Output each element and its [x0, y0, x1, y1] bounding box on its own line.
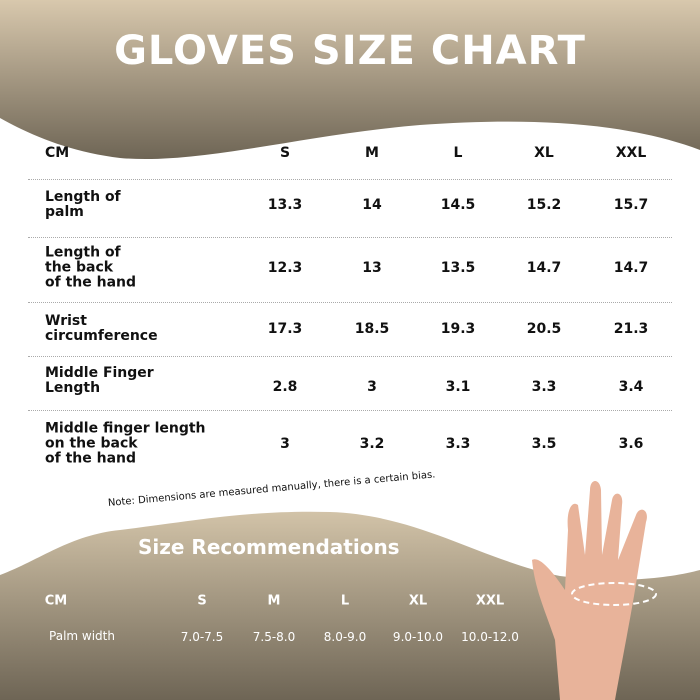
row-label: Middle finger length on the back of the ha…: [45, 420, 206, 467]
rec-column-header: S: [197, 593, 207, 609]
table-cell: 20.5: [526, 321, 562, 337]
table-cell: 15.7: [613, 197, 649, 213]
table-cell: 3.5: [531, 436, 557, 452]
table-cell: 3.1: [445, 379, 471, 395]
row-label: Length of the back of the hand: [45, 244, 137, 291]
table-cell: 12.3: [267, 260, 303, 276]
table-cell: 15.2: [526, 197, 562, 213]
row-divider: [28, 179, 672, 180]
row-divider: [28, 302, 672, 303]
table-cell: 3.6: [618, 436, 644, 452]
row-label: Length of palm: [45, 189, 121, 220]
rec-column-header: M: [267, 593, 281, 609]
row-label: Middle Finger Length: [45, 365, 154, 396]
table-cell: 3.2: [359, 436, 385, 452]
header-band: [0, 0, 700, 160]
table-cell: 2.8: [272, 379, 298, 395]
rec-row-label: Palm width: [49, 629, 115, 643]
table-cell: 13.5: [440, 260, 476, 276]
table-cell: 21.3: [613, 321, 649, 337]
rec-cell: 10.0-12.0: [461, 630, 519, 644]
table-cell: 3.3: [531, 379, 557, 395]
table-cell: 14.7: [526, 260, 562, 276]
column-header: XXL: [615, 145, 647, 161]
rec-cell: 9.0-10.0: [392, 630, 444, 644]
rec-cell: 7.0-7.5: [180, 630, 224, 644]
palm-width-marker: [571, 582, 657, 606]
row-divider: [28, 237, 672, 238]
table-cell: 13.3: [267, 197, 303, 213]
rec-cell: 8.0-9.0: [323, 630, 367, 644]
page-title: GLOVES SIZE CHART: [114, 28, 586, 74]
recommendations-title: Size Recommendations: [138, 535, 400, 559]
column-header: L: [453, 145, 463, 161]
rec-column-header: L: [340, 593, 350, 609]
table-cell: 17.3: [267, 321, 303, 337]
table-cell: 3.3: [445, 436, 471, 452]
table-cell: 14.7: [613, 260, 649, 276]
table-cell: 3: [280, 436, 290, 452]
table-cell: 13: [362, 260, 382, 276]
column-header: CM: [45, 145, 70, 161]
table-cell: 14: [362, 197, 382, 213]
row-divider: [28, 410, 672, 411]
column-header: XL: [534, 145, 554, 161]
table-cell: 14.5: [440, 197, 476, 213]
row-label: Wrist circumference: [45, 313, 158, 344]
table-cell: 3: [367, 379, 377, 395]
column-header: M: [365, 145, 379, 161]
table-cell: 18.5: [354, 321, 390, 337]
rec-cell: 7.5-8.0: [252, 630, 296, 644]
rec-column-header: XXL: [475, 593, 505, 609]
footer-band: [0, 511, 700, 700]
hand-illustration: [532, 481, 657, 700]
rec-column-header: CM: [44, 593, 68, 609]
table-cell: 3.4: [618, 379, 644, 395]
rec-column-header: XL: [408, 593, 428, 609]
table-cell: 19.3: [440, 321, 476, 337]
column-header: S: [279, 145, 291, 161]
row-divider: [28, 356, 672, 357]
